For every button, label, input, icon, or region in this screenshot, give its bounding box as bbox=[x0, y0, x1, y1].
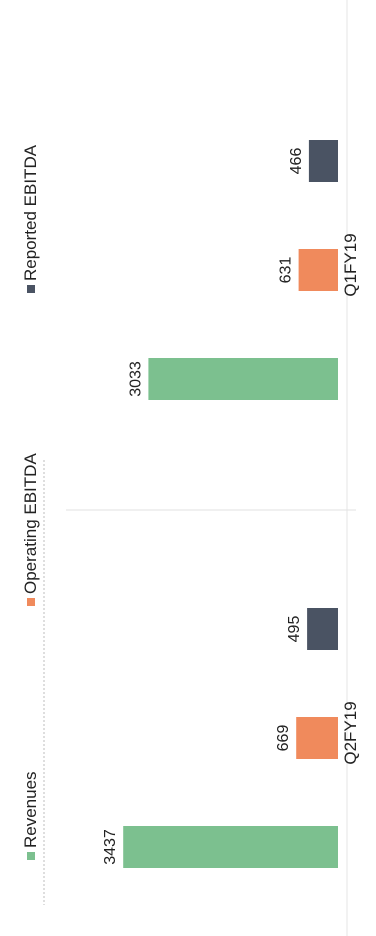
bar-revenues-q2fy19 bbox=[123, 826, 338, 868]
data-label-operating-ebitda-q1fy19: 631 bbox=[278, 257, 295, 284]
bar-revenues-q1fy19 bbox=[148, 358, 338, 400]
category-labels: Q2FY19 Q1FY19 bbox=[341, 233, 360, 764]
bar-reported-ebitda-q1fy19 bbox=[308, 140, 338, 182]
legend-swatch-reported-ebitda bbox=[27, 285, 35, 293]
legend-label-reported-ebitda: Reported EBITDA bbox=[21, 144, 40, 281]
category-label-q1fy19: Q1FY19 bbox=[341, 233, 360, 296]
bar-operating-ebitda-q1fy19 bbox=[298, 249, 338, 291]
legend: Revenues Operating EBITDA Reported EBITD… bbox=[21, 144, 40, 860]
bar-operating-ebitda-q2fy19 bbox=[296, 717, 338, 759]
data-label-revenues-q2fy19: 3437 bbox=[102, 829, 119, 865]
chart-marks: 3437 669 495 3033 631 466 bbox=[102, 140, 338, 868]
data-label-revenues-q1fy19: 3033 bbox=[127, 361, 144, 397]
data-label-reported-ebitda-q2fy19: 495 bbox=[286, 616, 303, 643]
chart-frame bbox=[43, 0, 356, 936]
legend-item-operating-ebitda: Operating EBITDA bbox=[21, 453, 40, 606]
legend-label-revenues: Revenues bbox=[21, 771, 40, 848]
bar-reported-ebitda-q2fy19 bbox=[307, 608, 338, 650]
legend-swatch-revenues bbox=[27, 852, 35, 860]
data-label-reported-ebitda-q1fy19: 466 bbox=[288, 148, 305, 175]
legend-item-reported-ebitda: Reported EBITDA bbox=[21, 144, 40, 293]
legend-item-revenues: Revenues bbox=[21, 771, 40, 860]
legend-label-operating-ebitda: Operating EBITDA bbox=[21, 453, 40, 594]
legend-swatch-operating-ebitda bbox=[27, 598, 35, 606]
category-label-q2fy19: Q2FY19 bbox=[341, 701, 360, 764]
data-label-operating-ebitda-q2fy19: 669 bbox=[275, 725, 292, 752]
